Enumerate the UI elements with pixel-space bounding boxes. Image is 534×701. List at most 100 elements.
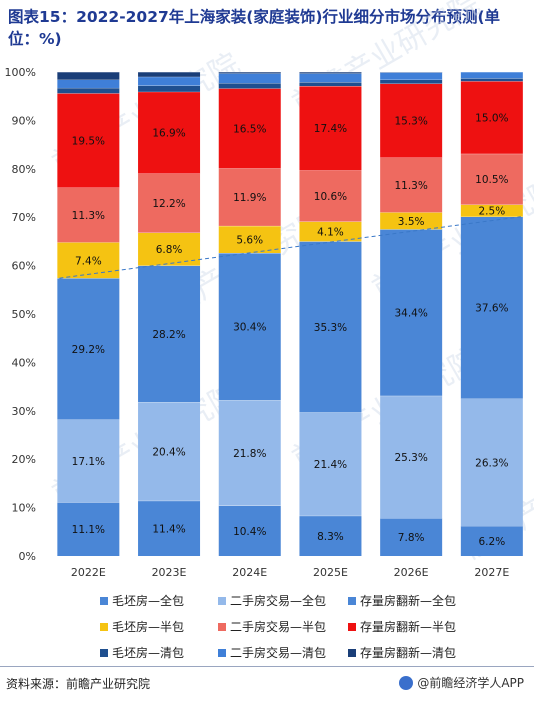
data-label: 11.1% (72, 524, 105, 536)
legend-label: 二手房交易—半包 (230, 618, 326, 635)
legend-swatch (348, 597, 356, 605)
bar-segment (57, 80, 119, 88)
bar-segment (380, 72, 442, 79)
data-label: 3.5% (398, 216, 425, 228)
data-label: 11.4% (152, 523, 185, 535)
legend-swatch (100, 597, 108, 605)
legend-label: 存量房翻新—清包 (360, 644, 456, 661)
data-label: 16.9% (152, 128, 185, 140)
data-label: 4.1% (317, 226, 344, 238)
data-label: 34.4% (394, 308, 427, 320)
legend-swatch (100, 623, 108, 631)
bar-segment (461, 78, 523, 81)
data-label: 15.3% (394, 116, 427, 128)
data-label: 20.4% (152, 446, 185, 458)
legend-item: 毛坯房—半包 (100, 618, 218, 635)
data-label: 17.1% (72, 456, 105, 468)
legend-label: 存量房翻新—全包 (360, 592, 456, 609)
legend-swatch (348, 649, 356, 657)
legend-label: 二手房交易—清包 (230, 644, 326, 661)
bar-segment (57, 88, 119, 93)
data-label: 10.4% (233, 526, 266, 538)
bar-segment (219, 83, 281, 88)
bar-segment (57, 72, 119, 80)
bar-segment (299, 82, 361, 86)
data-label: 6.2% (479, 536, 506, 548)
data-label: 5.6% (236, 234, 263, 246)
y-tick-label: 70% (12, 211, 36, 224)
bar-segment (380, 80, 442, 84)
bar-segment (219, 73, 281, 83)
legend-swatch (100, 649, 108, 657)
data-label: 28.2% (152, 329, 185, 341)
legend-item: 二手房交易—半包 (218, 618, 348, 635)
legend-item: 毛坯房—清包 (100, 644, 218, 661)
legend-swatch (218, 649, 226, 657)
y-tick-label: 40% (12, 356, 36, 369)
y-tick-label: 100% (5, 66, 36, 79)
x-tick-label: 2023E (152, 566, 187, 579)
data-label: 7.8% (398, 532, 425, 544)
data-label: 6.8% (156, 244, 183, 256)
x-tick-label: 2024E (232, 566, 267, 579)
data-label: 29.2% (72, 344, 105, 356)
x-tick-label: 2022E (71, 566, 106, 579)
y-tick-label: 30% (12, 405, 36, 418)
legend-item: 二手房交易—全包 (218, 592, 348, 609)
x-tick-label: 2025E (313, 566, 348, 579)
data-label: 15.0% (475, 112, 508, 124)
y-tick-label: 20% (12, 453, 36, 466)
y-tick-label: 50% (12, 308, 36, 321)
legend-swatch (218, 597, 226, 605)
legend-item: 存量房翻新—清包 (348, 644, 498, 661)
legend-label: 二手房交易—全包 (230, 592, 326, 609)
y-tick-label: 60% (12, 260, 36, 273)
legend: 毛坯房—全包二手房交易—全包存量房翻新—全包毛坯房—半包二手房交易—半包存量房翻… (100, 592, 520, 661)
data-label: 8.3% (317, 531, 344, 543)
data-label: 30.4% (233, 322, 266, 334)
x-tick-label: 2026E (394, 566, 429, 579)
y-tick-label: 0% (19, 550, 36, 563)
brand-logo-icon (399, 676, 413, 690)
legend-label: 毛坯房—清包 (112, 644, 184, 661)
y-tick-label: 10% (12, 502, 36, 515)
data-label: 7.4% (75, 255, 102, 267)
bar-segment (138, 86, 200, 92)
legend-item: 毛坯房—全包 (100, 592, 218, 609)
data-label: 25.3% (394, 452, 427, 464)
data-label: 17.4% (314, 123, 347, 135)
bar-segment (461, 72, 523, 78)
source-text: 资料来源：前瞻产业研究院 (6, 675, 150, 692)
data-label: 16.5% (233, 123, 266, 135)
bar-segment (138, 77, 200, 86)
data-label: 37.6% (475, 303, 508, 315)
data-label: 11.9% (233, 192, 266, 204)
legend-label: 毛坯房—半包 (112, 618, 184, 635)
footer: 资料来源：前瞻产业研究院 @前瞻经济学人APP (0, 666, 534, 701)
y-tick-label: 90% (12, 114, 36, 127)
data-label: 11.3% (394, 180, 427, 192)
legend-item: 存量房翻新—半包 (348, 618, 498, 635)
legend-item: 存量房翻新—全包 (348, 592, 498, 609)
data-label: 35.3% (314, 322, 347, 334)
data-label-layer: 11.1% 17.1% 29.2% 7.4% 11.3% 19.5% 11.4% 20.4% 2… (72, 112, 509, 547)
data-label: 21.8% (233, 448, 266, 460)
data-label: 10.6% (314, 191, 347, 203)
brand: @前瞻经济学人APP (399, 674, 524, 691)
legend-label: 毛坯房—全包 (112, 592, 184, 609)
brand-text: @前瞻经济学人APP (417, 674, 524, 691)
data-label: 12.2% (152, 198, 185, 210)
data-label: 19.5% (72, 135, 105, 147)
data-label: 26.3% (475, 457, 508, 469)
bar-segment (138, 72, 200, 77)
data-label: 11.3% (72, 210, 105, 222)
legend-swatch (348, 623, 356, 631)
bar-segment (299, 73, 361, 82)
stacked-bar-chart: 前瞻产业研究院前瞻产业研究院前瞻产业研究院前瞻产业研究院前瞻产业研究院前瞻产业研… (0, 0, 534, 590)
data-label: 21.4% (314, 459, 347, 471)
data-label: 10.5% (475, 174, 508, 186)
legend-item: 二手房交易—清包 (218, 644, 348, 661)
y-axis: 0%10%20%30%40%50%60%70%80%90%100% (5, 66, 36, 563)
legend-swatch (218, 623, 226, 631)
